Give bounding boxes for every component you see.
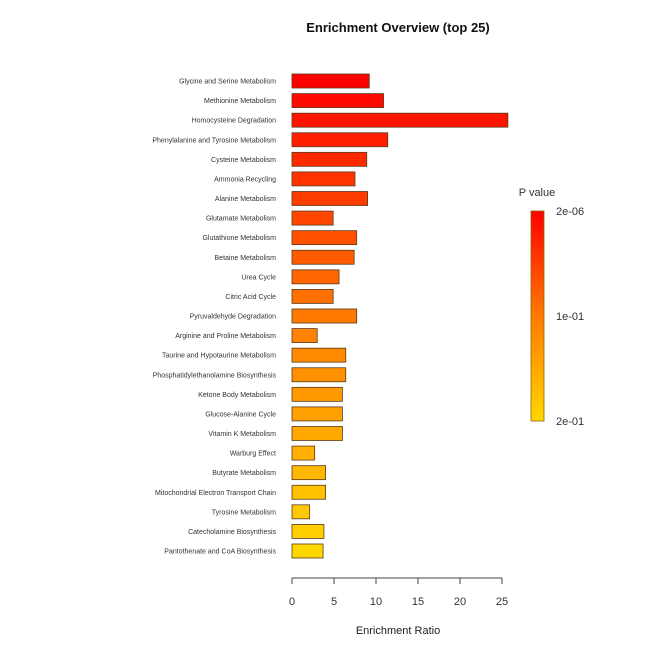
- category-label: Glutathione Metabolism: [202, 235, 276, 242]
- category-label: Catecholamine Biosynthesis: [188, 529, 276, 536]
- bar: [291, 524, 325, 539]
- category-label: Phosphatidylethanolamine Biosynthesis: [153, 372, 277, 379]
- category-label: Urea Cycle: [241, 274, 276, 281]
- bar: [291, 386, 343, 402]
- bar: [291, 171, 356, 187]
- bar: [291, 93, 384, 108]
- category-label: Glutamate Metabolism: [206, 216, 276, 223]
- x-tick-label: 20: [454, 596, 466, 608]
- colorbar-label-mid: 1e-01: [556, 311, 584, 323]
- x-tick-label: 10: [370, 596, 382, 608]
- category-label: Arginine and Proline Metabolism: [175, 333, 276, 340]
- x-tick-label: 5: [331, 596, 337, 608]
- category-label: Vitamin K Metabolism: [208, 431, 276, 438]
- bar: [291, 347, 347, 363]
- category-label: Ammonia Recycling: [214, 176, 276, 183]
- category-label: Betaine Metabolism: [215, 255, 277, 262]
- colorbar-title: P value: [519, 187, 556, 199]
- colorbar-label-top: 2e-06: [556, 206, 584, 218]
- bar: [291, 249, 355, 265]
- category-label: Ketone Body Metabolism: [198, 392, 276, 399]
- category-label: Glucose-Alanine Cycle: [205, 411, 276, 418]
- category-label: Alanine Metabolism: [215, 196, 276, 203]
- bar: [291, 465, 326, 481]
- bar: [291, 406, 343, 422]
- bar: [291, 445, 316, 461]
- category-label: Homocysteine Degradation: [192, 118, 277, 125]
- bar: [291, 210, 334, 226]
- bar: [291, 112, 509, 128]
- colorbar-label-bottom: 2e-01: [556, 416, 584, 428]
- bar: [291, 269, 340, 285]
- bar: [291, 191, 368, 206]
- category-label: Cysteine Metabolism: [211, 157, 276, 164]
- category-label: Glycine and Serine Metabolism: [179, 79, 276, 86]
- bar: [291, 367, 347, 383]
- category-label: Butyrate Metabolism: [212, 470, 276, 477]
- category-label: Phenylalanine and Tyrosine Metabolism: [152, 137, 276, 144]
- x-axis-label: Enrichment Ratio: [356, 625, 440, 637]
- category-label: Pyruvaldehyde Degradation: [190, 314, 276, 321]
- category-label: Taurine and Hypotaurine Metabolism: [162, 353, 276, 360]
- bar: [291, 308, 358, 324]
- category-label: Methionine Metabolism: [204, 98, 276, 105]
- chart-title: Enrichment Overview (top 25): [306, 20, 490, 35]
- category-label: Warburg Effect: [230, 451, 276, 458]
- bar: [291, 543, 324, 559]
- bar: [291, 289, 334, 304]
- bar: [291, 132, 389, 148]
- category-label: Tyrosine Metabolism: [212, 509, 276, 516]
- bar: [291, 230, 358, 246]
- bar: [291, 484, 326, 500]
- bar: [291, 504, 311, 520]
- bar: [291, 73, 370, 89]
- category-label: Mitochondrial Electron Transport Chain: [155, 490, 276, 497]
- colorbar: [530, 210, 545, 422]
- bar: [291, 328, 318, 343]
- category-label: Pantothenate and CoA Biosynthesis: [164, 549, 276, 556]
- category-label: Citric Acid Cycle: [225, 294, 276, 301]
- bar: [291, 426, 343, 441]
- x-axis: 0 5 10 15 20 25: [289, 577, 508, 608]
- x-tick-label: 25: [496, 596, 508, 608]
- x-tick-label: 15: [412, 596, 424, 608]
- x-tick-label: 0: [289, 596, 295, 608]
- bar: [291, 151, 368, 167]
